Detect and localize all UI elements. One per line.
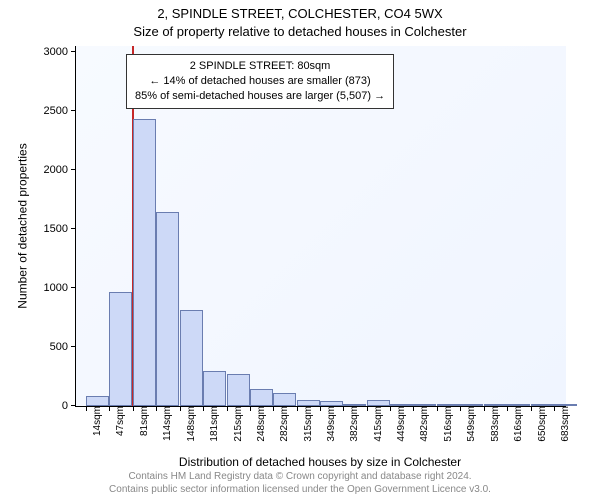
chart-title: 2, SPINDLE STREET, COLCHESTER, CO4 5WX [0, 6, 600, 21]
x-tick-mark [297, 406, 298, 411]
x-tick-mark [203, 406, 204, 411]
x-tick-label: 114sqm [160, 406, 173, 441]
x-tick-mark [531, 406, 532, 411]
y-tick-mark [71, 287, 76, 288]
footer-line-1: Contains HM Land Registry data © Crown c… [0, 470, 600, 483]
x-tick-mark [180, 406, 181, 411]
y-tick-mark [71, 346, 76, 347]
x-tick-label: 315sqm [301, 406, 314, 442]
histogram-bar [203, 371, 226, 406]
histogram-bar [133, 119, 156, 406]
x-tick-label: 349sqm [324, 406, 337, 442]
x-tick-mark [507, 406, 508, 411]
y-tick-mark [71, 405, 76, 406]
x-tick-label: 215sqm [231, 406, 244, 442]
x-tick-label: 683sqm [558, 406, 571, 442]
x-tick-label: 282sqm [277, 406, 290, 442]
y-tick-label: 1000 [44, 282, 76, 294]
x-tick-label: 14sqm [90, 406, 103, 436]
x-tick-label: 382sqm [347, 406, 360, 442]
y-tick-label: 1500 [44, 223, 76, 235]
x-tick-label: 616sqm [511, 406, 524, 442]
y-tick-label: 2500 [44, 105, 76, 117]
callout-box: 2 SPINDLE STREET: 80sqm ← 14% of detache… [126, 54, 394, 109]
histogram-bar [86, 396, 109, 406]
x-tick-mark [343, 406, 344, 411]
x-tick-mark [133, 406, 134, 411]
callout-line-1: 2 SPINDLE STREET: 80sqm [135, 59, 385, 74]
histogram-bar [180, 310, 203, 406]
x-tick-label: 516sqm [441, 406, 454, 442]
y-tick-label: 3000 [44, 46, 76, 58]
x-tick-mark [390, 406, 391, 411]
histogram-bar [156, 212, 179, 406]
y-axis-label: Number of detached properties [14, 46, 32, 406]
callout-line-2: ← 14% of detached houses are smaller (87… [135, 74, 385, 89]
x-tick-mark [227, 406, 228, 411]
x-tick-mark [413, 406, 414, 411]
callout-line-3: 85% of semi-detached houses are larger (… [135, 89, 385, 104]
x-tick-label: 650sqm [535, 406, 548, 442]
x-tick-mark [437, 406, 438, 411]
x-tick-mark [460, 406, 461, 411]
x-tick-label: 415sqm [371, 406, 384, 442]
plot-area: 05001000150020002500300014sqm47sqm81sqm1… [75, 46, 566, 407]
footer-line-2: Contains public sector information licen… [0, 483, 600, 496]
x-tick-label: 47sqm [113, 406, 126, 436]
x-tick-mark [320, 406, 321, 411]
x-axis-label: Distribution of detached houses by size … [75, 455, 565, 469]
y-tick-mark [71, 169, 76, 170]
x-tick-label: 449sqm [394, 406, 407, 442]
chart-subtitle: Size of property relative to detached ho… [0, 24, 600, 39]
x-tick-mark [273, 406, 274, 411]
x-tick-mark [554, 406, 555, 411]
chart-container: 2, SPINDLE STREET, COLCHESTER, CO4 5WX S… [0, 0, 600, 500]
x-tick-label: 549sqm [464, 406, 477, 442]
x-tick-label: 148sqm [184, 406, 197, 442]
histogram-bar [227, 374, 250, 406]
x-tick-label: 81sqm [137, 406, 150, 436]
histogram-bar [273, 393, 296, 406]
x-tick-mark [367, 406, 368, 411]
x-tick-label: 583sqm [488, 406, 501, 442]
x-tick-mark [86, 406, 87, 411]
y-tick-mark [71, 228, 76, 229]
y-tick-label: 0 [62, 400, 76, 412]
x-tick-mark [109, 406, 110, 411]
x-tick-label: 248sqm [254, 406, 267, 442]
x-tick-mark [156, 406, 157, 411]
histogram-bar [250, 389, 273, 406]
footer-text: Contains HM Land Registry data © Crown c… [0, 470, 600, 496]
x-tick-label: 181sqm [207, 406, 220, 442]
y-tick-mark [71, 51, 76, 52]
y-tick-mark [71, 110, 76, 111]
x-tick-mark [250, 406, 251, 411]
x-tick-mark [484, 406, 485, 411]
y-tick-label: 500 [50, 341, 76, 353]
histogram-bar [109, 292, 132, 406]
x-tick-label: 482sqm [417, 406, 430, 442]
y-tick-label: 2000 [44, 164, 76, 176]
